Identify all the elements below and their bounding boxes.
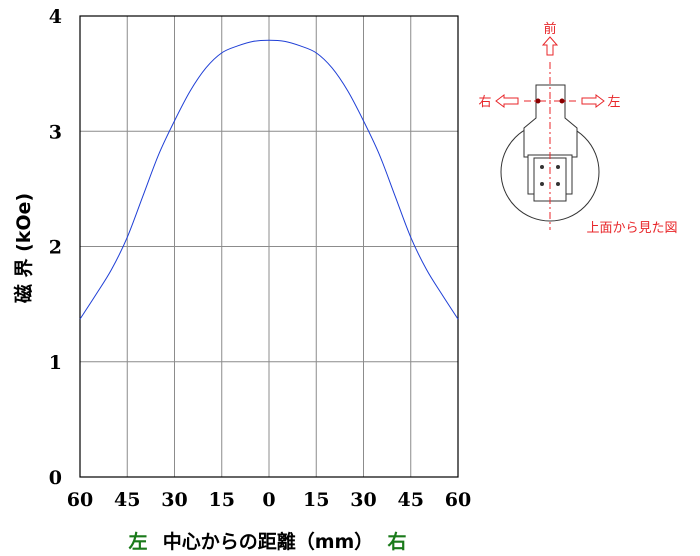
right-label: 右 <box>478 95 491 110</box>
x-tick-label: 30 <box>161 489 187 511</box>
x-axis-label-center: 中心からの距離（mm） <box>163 530 374 553</box>
sensor-dot <box>535 98 541 104</box>
left-arrow-icon <box>581 94 605 108</box>
y-axis-label: 磁 界 (kOe) <box>12 193 35 303</box>
top-view-diagram: 前 右 左 上面から見た図 <box>478 21 677 236</box>
y-tick-labels: 0 1 2 3 4 <box>49 6 62 489</box>
x-axis-label-right: 右 <box>386 530 406 553</box>
front-label: 前 <box>543 21 556 37</box>
x-tick-label: 0 <box>262 489 275 511</box>
plot-border <box>79 15 459 478</box>
x-axis-label: 左 中心からの距離（mm） 右 <box>128 530 406 553</box>
x-tick-label: 60 <box>445 489 471 511</box>
pin-dot <box>556 182 560 186</box>
pin-dot <box>540 182 544 186</box>
series-line <box>79 39 459 320</box>
series-layer <box>79 39 459 320</box>
diagram-caption: 上面から見た図 <box>586 221 677 236</box>
y-tick-label: 2 <box>49 237 62 259</box>
x-tick-label: 45 <box>398 489 424 511</box>
grid-lines <box>79 15 459 478</box>
right-arrow-icon <box>495 94 519 108</box>
x-tick-label: 60 <box>67 489 93 511</box>
pin-dot <box>556 165 560 169</box>
plot-frame <box>79 15 459 478</box>
x-axis-label-left: 左 <box>128 530 147 553</box>
x-tick-label: 15 <box>209 489 235 511</box>
sample-frame-inner <box>533 157 567 202</box>
sensor-dot <box>559 98 565 104</box>
x-tick-label: 15 <box>303 489 329 511</box>
y-tick-label: 0 <box>49 467 62 489</box>
x-tick-labels: 60 45 30 15 0 15 30 45 60 <box>67 489 471 511</box>
x-tick-label: 30 <box>350 489 376 511</box>
front-arrow-icon <box>541 36 559 56</box>
y-tick-label: 3 <box>49 121 62 143</box>
y-tick-label: 1 <box>49 352 62 374</box>
pin-dot <box>540 165 544 169</box>
x-tick-label: 45 <box>114 489 140 511</box>
y-tick-label: 4 <box>49 6 62 28</box>
left-label: 左 <box>607 95 620 110</box>
